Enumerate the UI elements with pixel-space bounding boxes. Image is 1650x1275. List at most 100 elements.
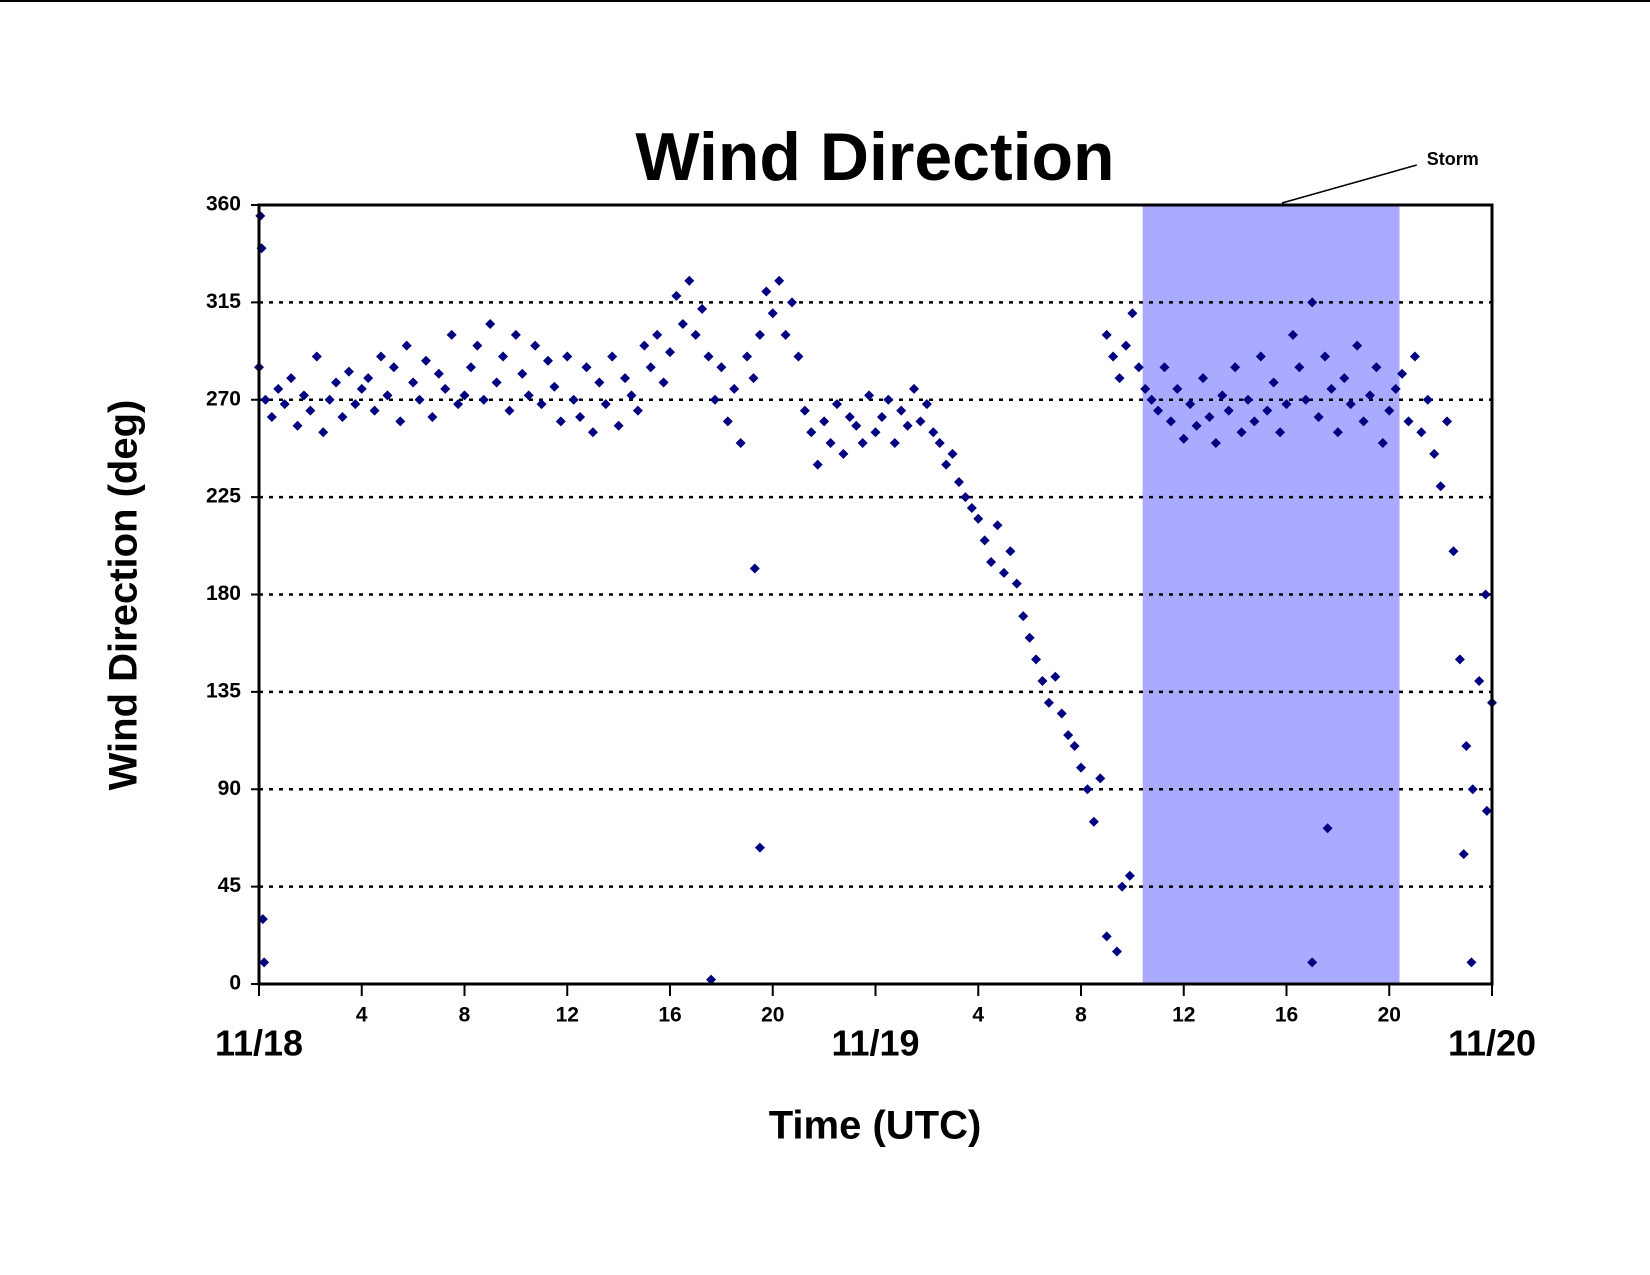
data-point — [953, 476, 964, 487]
data-point — [1159, 362, 1170, 373]
data-point — [1111, 946, 1122, 957]
data-point — [331, 377, 342, 388]
data-point — [382, 390, 393, 401]
data-point — [793, 351, 804, 362]
data-point — [446, 329, 457, 340]
data-point — [748, 373, 759, 384]
data-point — [1352, 340, 1363, 351]
data-point — [1339, 373, 1350, 384]
y-tick-label: 135 — [206, 679, 241, 702]
data-point — [1210, 438, 1221, 449]
data-point — [992, 520, 1003, 531]
data-point — [324, 394, 335, 405]
data-point — [864, 390, 875, 401]
y-tick-label: 315 — [206, 290, 241, 313]
data-point — [1326, 383, 1337, 394]
data-point — [671, 290, 682, 301]
data-point — [1230, 362, 1241, 373]
data-point — [1268, 377, 1279, 388]
data-point — [1416, 427, 1427, 438]
data-point — [1056, 708, 1067, 719]
data-point — [831, 399, 842, 410]
x-tick-label: 16 — [658, 1004, 681, 1027]
data-point — [350, 399, 361, 410]
data-point — [613, 420, 624, 431]
data-point — [337, 412, 348, 423]
y-tick-label: 180 — [206, 582, 241, 605]
data-point — [286, 373, 297, 384]
data-point — [453, 399, 464, 410]
x-date-label: 11/18 — [215, 1023, 303, 1064]
data-point — [973, 513, 984, 524]
x-tick-label: 20 — [761, 1004, 784, 1027]
y-tick-label: 225 — [206, 485, 241, 508]
data-point — [1050, 671, 1061, 682]
data-point — [749, 563, 760, 574]
data-point — [1063, 730, 1074, 741]
data-point — [697, 303, 708, 314]
x-tick-label: 16 — [1275, 1004, 1298, 1027]
data-point — [799, 405, 810, 416]
data-point — [928, 427, 939, 438]
data-point — [1172, 383, 1183, 394]
data-point — [517, 368, 528, 379]
data-point — [1461, 740, 1472, 751]
data-point — [318, 427, 329, 438]
data-point — [857, 438, 868, 449]
data-point — [1191, 420, 1202, 431]
data-point — [1018, 611, 1029, 622]
data-point — [1178, 433, 1189, 444]
x-date-label: 11/19 — [831, 1023, 919, 1064]
data-point — [851, 420, 862, 431]
data-point — [1242, 394, 1253, 405]
data-point — [568, 394, 579, 405]
data-point — [536, 399, 547, 410]
data-point — [594, 377, 605, 388]
data-point — [1313, 412, 1324, 423]
data-point — [934, 438, 945, 449]
data-point — [433, 368, 444, 379]
data-point — [459, 390, 470, 401]
data-point — [343, 366, 354, 377]
data-point — [883, 394, 894, 405]
data-point — [915, 416, 926, 427]
data-point — [1358, 416, 1369, 427]
data-point — [754, 842, 765, 853]
data-point — [1275, 427, 1286, 438]
data-point — [465, 362, 476, 373]
data-point — [1024, 632, 1035, 643]
data-point — [870, 427, 881, 438]
data-point — [427, 412, 438, 423]
data-point — [825, 438, 836, 449]
data-point — [1287, 329, 1298, 340]
data-point — [395, 416, 406, 427]
data-point — [485, 319, 496, 330]
data-point — [1217, 390, 1228, 401]
data-point — [1403, 416, 1414, 427]
data-point — [979, 535, 990, 546]
data-point — [1153, 405, 1164, 416]
x-tick-label: 20 — [1378, 1004, 1401, 1027]
data-point — [1390, 383, 1401, 394]
data-point — [812, 459, 823, 470]
data-point — [581, 362, 592, 373]
y-tick-label: 90 — [218, 777, 241, 800]
data-point — [838, 448, 849, 459]
data-point — [266, 412, 277, 423]
data-point — [600, 399, 611, 410]
data-point — [632, 405, 643, 416]
data-point — [876, 412, 887, 423]
x-tick-label: 8 — [1075, 1004, 1087, 1027]
data-point — [1108, 351, 1119, 362]
data-point — [1249, 416, 1260, 427]
data-point — [1146, 394, 1157, 405]
data-point — [742, 351, 753, 362]
data-point — [1076, 762, 1086, 773]
data-point — [1294, 362, 1305, 373]
x-axis-title: Time (UTC) — [769, 1104, 982, 1148]
data-point — [259, 957, 270, 968]
data-point — [1320, 351, 1331, 362]
data-point — [960, 492, 971, 503]
data-point — [1448, 546, 1459, 557]
data-point — [1481, 805, 1492, 816]
